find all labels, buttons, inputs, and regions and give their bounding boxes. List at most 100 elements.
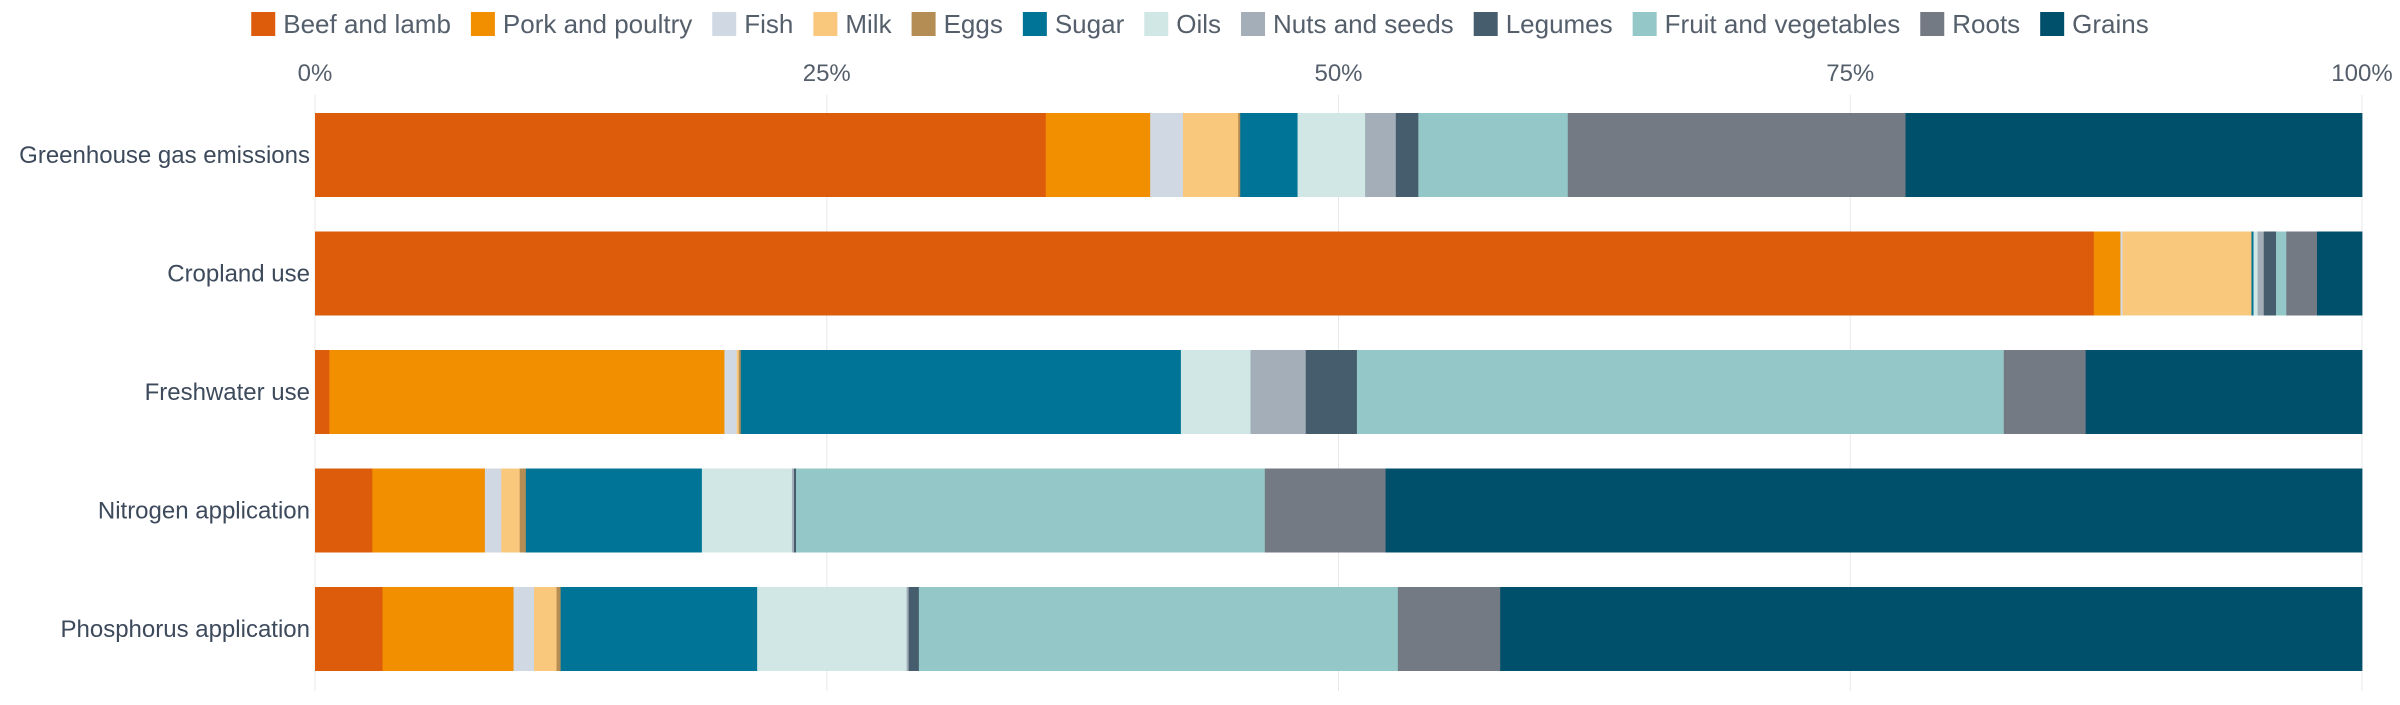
bar-segment-fruit-and-vegetables[interactable] <box>1418 113 1569 197</box>
legend-item-milk[interactable]: Milk <box>813 9 893 39</box>
legend-item-beef-and-lamb[interactable]: Beef and lamb <box>251 9 451 39</box>
bar-segment-roots[interactable] <box>2003 350 2087 434</box>
x-tick-label: 75% <box>1826 60 1874 87</box>
bar-segment-beef-and-lamb[interactable] <box>315 231 2095 316</box>
bar-segment-nuts-and-seeds[interactable] <box>791 468 795 553</box>
x-tick-label: 25% <box>803 60 851 87</box>
bar-segment-roots[interactable] <box>1397 587 1501 671</box>
bars <box>315 113 2363 671</box>
legend-swatch <box>1473 12 1498 36</box>
bar-segment-eggs[interactable] <box>738 350 742 434</box>
bar-segment-oils[interactable] <box>1180 350 1251 434</box>
legend-item-grains[interactable]: Grains <box>2040 9 2149 39</box>
bar-segment-beef-and-lamb[interactable] <box>315 350 330 434</box>
bar-segment-eggs[interactable] <box>556 587 562 671</box>
bar-segment-beef-and-lamb[interactable] <box>315 113 1047 197</box>
legend-swatch <box>813 12 838 36</box>
bar-segment-fish[interactable] <box>724 350 738 434</box>
bar-segment-eggs[interactable] <box>519 468 527 553</box>
category-label: Greenhouse gas emissions <box>19 142 310 169</box>
x-tick-label: 0% <box>298 60 333 87</box>
bar-segment-oils[interactable] <box>757 587 907 671</box>
legend-swatch <box>1920 12 1945 36</box>
legend-item-sugar[interactable]: Sugar <box>1022 9 1125 39</box>
bar-segment-oils[interactable] <box>701 468 793 553</box>
bar-segment-legumes[interactable] <box>1305 350 1358 434</box>
legend-label: Beef and lamb <box>283 9 451 39</box>
legend-item-pork-and-poultry[interactable]: Pork and poultry <box>470 9 692 39</box>
bar-segment-fruit-and-vegetables[interactable] <box>918 587 1399 671</box>
bar-segment-beef-and-lamb[interactable] <box>315 468 373 553</box>
legend-label: Sugar <box>1055 9 1125 39</box>
bar-segment-eggs[interactable] <box>1238 113 1241 197</box>
x-tick-label: 50% <box>1314 60 1362 87</box>
bar-segment-fish[interactable] <box>484 468 502 553</box>
bar-segment-pork-and-poultry[interactable] <box>329 350 725 434</box>
legend: Beef and lamb Pork and poultry Fish Milk Egg… <box>251 9 2149 39</box>
bar-segment-nuts-and-seeds[interactable] <box>2257 231 2265 316</box>
bar-segment-pork-and-poultry[interactable] <box>1045 113 1151 197</box>
bar-segment-fruit-and-vegetables[interactable] <box>1356 350 2005 434</box>
legend-item-oils[interactable]: Oils <box>1144 9 1221 39</box>
legend-label: Nuts and seeds <box>1273 9 1454 39</box>
bar-segment-fruit-and-vegetables[interactable] <box>796 468 1266 553</box>
bar-segment-fish[interactable] <box>1150 113 1184 197</box>
legend-label: Roots <box>1952 9 2020 39</box>
legend-swatch <box>251 12 276 36</box>
category-label: Cropland use <box>167 261 310 288</box>
bar-segment-milk[interactable] <box>534 587 557 671</box>
bar-segment-legumes[interactable] <box>2263 231 2277 316</box>
bar-segment-fish[interactable] <box>2120 231 2123 316</box>
legend-item-nuts-and-seeds[interactable]: Nuts and seeds <box>1241 9 1454 39</box>
category-label: Phosphorus application <box>60 616 310 643</box>
bar-segment-roots[interactable] <box>1567 113 1906 197</box>
legend-swatch <box>1241 12 1266 36</box>
legend-item-roots[interactable]: Roots <box>1920 9 2020 39</box>
bar-segment-grains[interactable] <box>2316 231 2363 316</box>
bar-segment-fish[interactable] <box>513 587 535 671</box>
bar-segment-fruit-and-vegetables[interactable] <box>2276 231 2287 316</box>
legend-item-eggs[interactable]: Eggs <box>911 9 1003 39</box>
bar-segment-sugar[interactable] <box>740 350 1182 434</box>
legend-label: Oils <box>1176 9 1221 39</box>
bar-segment-grains[interactable] <box>1385 468 2363 553</box>
bar-segment-sugar[interactable] <box>1240 113 1298 197</box>
legend-label: Legumes <box>1506 9 1613 39</box>
bar-segment-roots[interactable] <box>1264 468 1386 553</box>
bar-segment-sugar[interactable] <box>2251 231 2254 316</box>
legend-swatch <box>911 12 936 36</box>
bar-segment-legumes[interactable] <box>1395 113 1419 197</box>
bar-segment-grains[interactable] <box>1905 113 2363 197</box>
legend-item-fish[interactable]: Fish <box>712 9 793 39</box>
bar-segment-roots[interactable] <box>2286 231 2318 316</box>
bar-segment-nuts-and-seeds[interactable] <box>906 587 910 671</box>
bar-segment-oils[interactable] <box>2253 231 2259 316</box>
bar-segment-sugar[interactable] <box>525 468 703 553</box>
legend-swatch <box>2040 12 2065 36</box>
bar-segment-beef-and-lamb[interactable] <box>315 587 383 671</box>
bar-segment-sugar[interactable] <box>560 587 758 671</box>
legend-label: Fruit and vegetables <box>1665 9 1901 39</box>
bar-segment-legumes[interactable] <box>793 468 797 553</box>
x-axis-ticks: 0% 25% 50% 75% 100% <box>298 60 2393 87</box>
bar-segment-nuts-and-seeds[interactable] <box>1250 350 1307 434</box>
legend-item-fruit-and-vegetables[interactable]: Fruit and vegetables <box>1632 9 1901 39</box>
bar-segment-legumes[interactable] <box>908 587 920 671</box>
bar-segment-milk[interactable] <box>736 350 740 434</box>
bar-segment-grains[interactable] <box>2085 350 2363 434</box>
bar-segment-milk[interactable] <box>2122 231 2252 316</box>
bar-segment-oils[interactable] <box>1297 113 1366 197</box>
legend-label: Milk <box>845 9 892 39</box>
category-label: Nitrogen application <box>98 498 310 525</box>
legend-label: Pork and poultry <box>503 9 692 39</box>
bar-segment-nuts-and-seeds[interactable] <box>1365 113 1397 197</box>
bar-segment-grains[interactable] <box>1500 587 2363 671</box>
legend-swatch <box>1144 12 1169 36</box>
bar-segment-milk[interactable] <box>501 468 521 553</box>
bar-segment-milk[interactable] <box>1182 113 1239 197</box>
bar-segment-pork-and-poultry[interactable] <box>372 468 486 553</box>
legend-item-legumes[interactable]: Legumes <box>1473 9 1613 39</box>
bar-segment-pork-and-poultry[interactable] <box>382 587 514 671</box>
bar-segment-pork-and-poultry[interactable] <box>2093 231 2121 316</box>
